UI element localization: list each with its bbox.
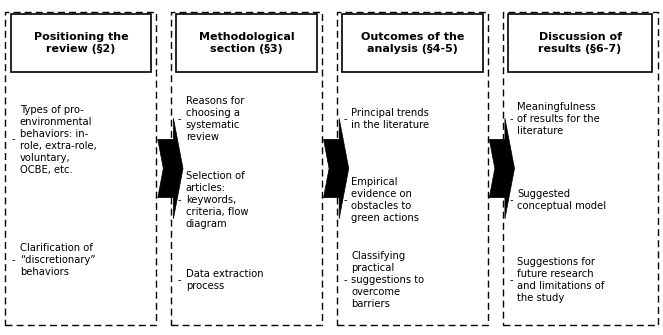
Text: Types of pro-
environmental
behaviors: in-
role, extra-role,
voluntary,
OCBE, et: Types of pro- environmental behaviors: i…	[20, 105, 97, 175]
Text: -: -	[178, 275, 181, 285]
FancyBboxPatch shape	[337, 12, 488, 325]
Text: Empirical
evidence on
obstacles to
green actions: Empirical evidence on obstacles to green…	[351, 177, 420, 223]
FancyBboxPatch shape	[342, 14, 483, 72]
Text: -: -	[12, 255, 15, 265]
FancyBboxPatch shape	[5, 12, 156, 325]
Text: -: -	[343, 275, 347, 285]
Text: Reasons for
choosing a
systematic
review: Reasons for choosing a systematic review	[186, 96, 244, 142]
Text: Classifying
practical
suggestions to
overcome
barriers: Classifying practical suggestions to ove…	[351, 251, 424, 309]
Text: Methodological
section (§3): Methodological section (§3)	[199, 32, 294, 54]
FancyBboxPatch shape	[503, 12, 658, 325]
Polygon shape	[158, 118, 183, 219]
Text: Suggestions for
future research
and limitations of
the study: Suggestions for future research and limi…	[517, 257, 605, 303]
Text: Positioning the
review (§2): Positioning the review (§2)	[34, 32, 128, 54]
Text: -: -	[12, 135, 15, 144]
Text: Clarification of
“discretionary”
behaviors: Clarification of “discretionary” behavio…	[20, 243, 95, 277]
Text: -: -	[178, 195, 181, 205]
Text: Outcomes of the
analysis (§4-5): Outcomes of the analysis (§4-5)	[361, 32, 464, 54]
FancyBboxPatch shape	[508, 14, 652, 72]
FancyBboxPatch shape	[11, 14, 151, 72]
FancyBboxPatch shape	[171, 12, 322, 325]
Text: -: -	[509, 195, 512, 205]
Text: Principal trends
in the literature: Principal trends in the literature	[351, 109, 430, 131]
Text: Data extraction
process: Data extraction process	[186, 269, 263, 291]
Text: -: -	[178, 115, 181, 125]
Text: -: -	[343, 115, 347, 125]
Text: -: -	[343, 195, 347, 205]
Polygon shape	[324, 118, 349, 219]
Text: -: -	[509, 115, 512, 125]
Text: Selection of
articles:
keywords,
criteria, flow
diagram: Selection of articles: keywords, criteri…	[186, 171, 248, 229]
Text: Discussion of
results (§6-7): Discussion of results (§6-7)	[538, 32, 622, 54]
Text: Meaningfulness
of results for the
literature: Meaningfulness of results for the litera…	[517, 103, 600, 136]
Polygon shape	[489, 118, 514, 219]
FancyBboxPatch shape	[176, 14, 317, 72]
Text: Suggested
conceptual model: Suggested conceptual model	[517, 189, 606, 211]
Text: -: -	[509, 275, 512, 285]
